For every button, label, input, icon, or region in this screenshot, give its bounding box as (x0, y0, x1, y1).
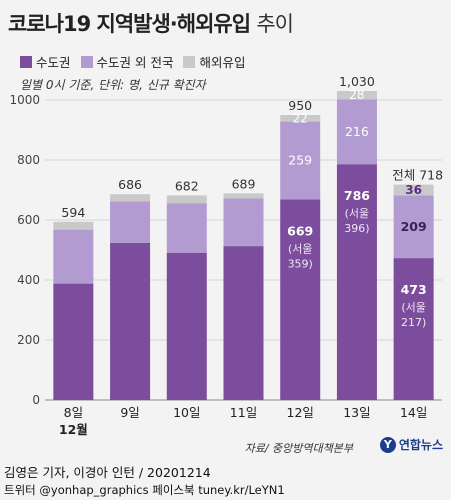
social-links: 트위터 @yonhap_graphics 페이스북 tuney.kr/LeYN1 (4, 483, 285, 497)
data-label-seoul-value: 396) (344, 222, 369, 235)
bar-segment-capital (280, 199, 321, 400)
legend: 수도권 수도권 외 전국 해외유입 (20, 52, 245, 71)
bar-segment-other-regions (110, 201, 151, 243)
bar-segment-imported (53, 221, 94, 230)
x-month-label: 12월 (59, 422, 88, 437)
x-tick-label: 10일 (173, 405, 200, 420)
legend-swatch-imported (183, 55, 196, 68)
legend-item-capital: 수도권 (20, 52, 71, 71)
data-label-seoul: (서울 (401, 301, 426, 314)
bar-segment-other-regions (166, 203, 207, 253)
bar-segment-imported (336, 91, 377, 100)
y-tick-label: 1000 (9, 93, 40, 107)
data-label-imported: 22 (293, 111, 308, 125)
bar-segment-capital (110, 242, 151, 400)
data-label-other-regions: 209 (401, 219, 427, 234)
bar-segment-capital (393, 258, 434, 400)
y-tick-label: 800 (17, 153, 40, 167)
data-label-capital: 473 (401, 282, 427, 297)
legend-label-capital: 수도권 (36, 55, 71, 70)
publisher-logo: Y 연합뉴스 (379, 436, 443, 453)
bar-segment-imported (166, 195, 207, 204)
publisher-logo-text: 연합뉴스 (398, 438, 443, 452)
data-label-imported: 28 (349, 88, 364, 102)
chart-title: 코로나19 지역발생·해외유입 (8, 12, 251, 36)
x-tick-label: 12일 (287, 405, 314, 420)
legend-swatch-capital (20, 55, 32, 68)
bar-segment-other-regions (336, 99, 377, 165)
data-label-other-regions: 259 (288, 152, 312, 167)
x-tick-label: 9일 (120, 405, 139, 420)
bar-segment-other-regions (393, 195, 434, 259)
legend-swatch-other-regions (80, 55, 93, 68)
y-tick-label: 200 (17, 333, 40, 347)
bar-segment-capital (53, 283, 94, 400)
total-label: 1,030 (339, 74, 375, 89)
data-label-capital: 786 (344, 188, 370, 203)
bar-segment-capital (223, 246, 264, 400)
unit-note: 일별 0시 기준, 단위: 명, 신규 확진자 (20, 78, 206, 92)
total-label: 594 (61, 205, 85, 220)
data-label-imported: 36 (405, 183, 422, 197)
data-label-other-regions: 216 (345, 124, 369, 139)
total-label: 686 (118, 177, 142, 192)
legend-label-imported: 해외유입 (199, 55, 246, 70)
legend-label-other-regions: 수도권 외 전국 (96, 55, 174, 70)
bar-segment-other-regions (53, 229, 94, 284)
chart-title-suffix: 추이 (256, 12, 294, 36)
source-note: 자료/ 중앙방역대책본부 (244, 442, 353, 455)
x-tick-label: 13일 (343, 405, 370, 420)
y-tick-label: 400 (17, 273, 40, 287)
data-label-seoul-value: 217) (401, 316, 426, 329)
bar-segment-imported (110, 194, 151, 202)
legend-item-other-regions: 수도권 외 전국 (80, 52, 174, 71)
bar-segment-imported (223, 193, 264, 199)
x-tick-label: 14일 (400, 405, 427, 420)
byline: 김영은 기자, 이경아 인턴 / 20201214 (4, 465, 211, 480)
data-label-capital: 669 (287, 223, 313, 238)
data-label-seoul-value: 359) (288, 257, 313, 270)
bar-segment-imported (280, 115, 321, 122)
bar-segment-other-regions (223, 198, 264, 247)
total-label: 전체 718 (392, 168, 443, 183)
data-label-seoul: (서울 (288, 242, 313, 255)
chart-title-row: 코로나19 지역발생·해외유입 추이 (8, 8, 294, 38)
yonhap-logo-icon: Y (379, 436, 396, 453)
total-label: 682 (175, 178, 199, 193)
bar-segment-capital (336, 164, 377, 400)
bar-segment-other-regions (280, 121, 321, 200)
total-label: 689 (232, 176, 256, 191)
x-tick-label: 8일 (64, 405, 83, 420)
y-tick-label: 600 (17, 213, 40, 227)
data-label-seoul: (서울 (345, 207, 370, 220)
x-tick-label: 11일 (230, 405, 257, 420)
y-tick-label: 0 (32, 393, 40, 407)
legend-item-imported: 해외유입 (183, 52, 245, 71)
bar-segment-capital (166, 252, 207, 400)
total-label: 950 (288, 98, 312, 113)
bar-segment-imported (393, 184, 434, 196)
